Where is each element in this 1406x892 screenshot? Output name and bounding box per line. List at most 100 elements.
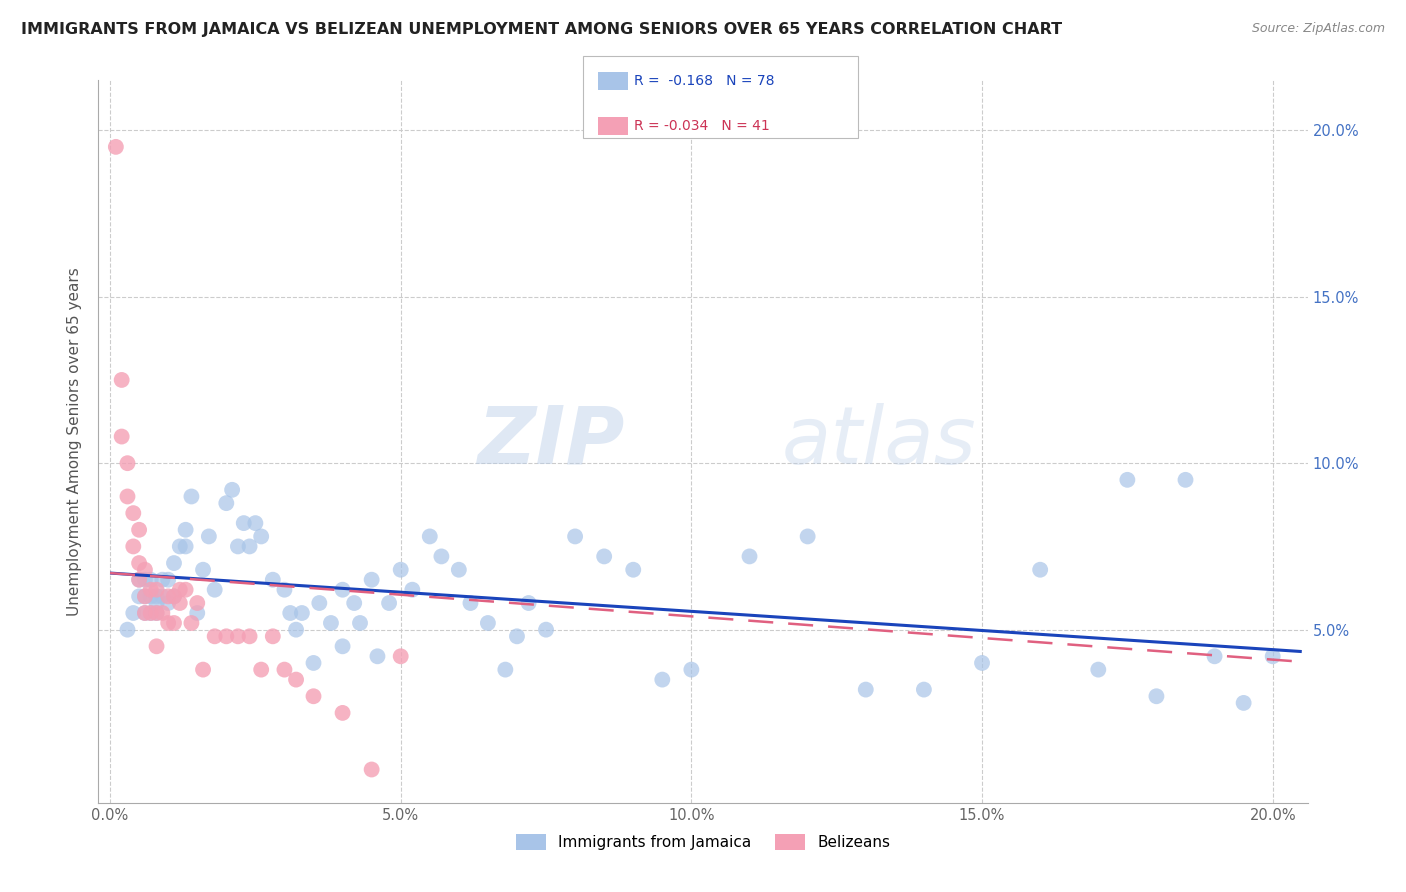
Point bbox=[163, 590, 186, 604]
Point bbox=[460, 596, 482, 610]
Point bbox=[349, 615, 371, 630]
Point bbox=[128, 556, 150, 570]
Point bbox=[221, 483, 243, 497]
Point bbox=[204, 582, 226, 597]
Point bbox=[1204, 649, 1226, 664]
Point bbox=[360, 763, 382, 777]
Point bbox=[191, 663, 214, 677]
Point bbox=[157, 590, 180, 604]
Point bbox=[145, 606, 167, 620]
Point bbox=[278, 606, 301, 620]
Point bbox=[111, 373, 134, 387]
Text: ZIP: ZIP bbox=[477, 402, 624, 481]
Point bbox=[186, 596, 208, 610]
Point bbox=[128, 573, 150, 587]
Point bbox=[360, 573, 382, 587]
Point bbox=[157, 596, 180, 610]
Point bbox=[134, 606, 156, 620]
Point bbox=[250, 529, 273, 543]
Point bbox=[215, 496, 238, 510]
Point bbox=[245, 516, 267, 530]
Point bbox=[134, 606, 156, 620]
Text: IMMIGRANTS FROM JAMAICA VS BELIZEAN UNEMPLOYMENT AMONG SENIORS OVER 65 YEARS COR: IMMIGRANTS FROM JAMAICA VS BELIZEAN UNEM… bbox=[21, 22, 1062, 37]
Point bbox=[163, 590, 186, 604]
Point bbox=[1144, 690, 1167, 704]
Point bbox=[145, 640, 167, 654]
Point bbox=[122, 540, 145, 554]
Point bbox=[157, 615, 180, 630]
Point bbox=[139, 606, 162, 620]
Point bbox=[593, 549, 616, 564]
Text: R =  -0.168   N = 78: R = -0.168 N = 78 bbox=[634, 74, 775, 88]
Point bbox=[564, 529, 586, 543]
Point bbox=[169, 596, 191, 610]
Point bbox=[1261, 649, 1284, 664]
Point bbox=[332, 582, 354, 597]
Text: R = -0.034   N = 41: R = -0.034 N = 41 bbox=[634, 119, 770, 133]
Point bbox=[302, 656, 325, 670]
Point bbox=[796, 529, 818, 543]
Point bbox=[534, 623, 557, 637]
Point bbox=[506, 629, 529, 643]
Point bbox=[215, 629, 238, 643]
Point bbox=[232, 516, 254, 530]
Point bbox=[319, 615, 342, 630]
Point bbox=[145, 590, 167, 604]
Point bbox=[226, 629, 249, 643]
Point bbox=[366, 649, 388, 664]
Point bbox=[419, 529, 441, 543]
Point bbox=[139, 590, 162, 604]
Point bbox=[332, 640, 354, 654]
Point bbox=[389, 649, 412, 664]
Point bbox=[494, 663, 516, 677]
Point bbox=[430, 549, 453, 564]
Point bbox=[191, 563, 214, 577]
Point bbox=[128, 523, 150, 537]
Text: Source: ZipAtlas.com: Source: ZipAtlas.com bbox=[1251, 22, 1385, 36]
Point bbox=[134, 563, 156, 577]
Point bbox=[169, 582, 191, 597]
Point bbox=[150, 590, 173, 604]
Point bbox=[239, 629, 262, 643]
Point bbox=[1029, 563, 1052, 577]
Point bbox=[117, 623, 139, 637]
Point bbox=[285, 673, 308, 687]
Point bbox=[855, 682, 877, 697]
Point bbox=[517, 596, 540, 610]
Point bbox=[145, 596, 167, 610]
Point bbox=[104, 140, 127, 154]
Point bbox=[204, 629, 226, 643]
Text: atlas: atlas bbox=[782, 402, 976, 481]
Point bbox=[174, 540, 197, 554]
Point bbox=[180, 490, 202, 504]
Point bbox=[239, 540, 262, 554]
Point bbox=[117, 456, 139, 470]
Point bbox=[150, 606, 173, 620]
Y-axis label: Unemployment Among Seniors over 65 years: Unemployment Among Seniors over 65 years bbox=[67, 268, 83, 615]
Point bbox=[139, 582, 162, 597]
Point bbox=[134, 573, 156, 587]
Point bbox=[343, 596, 366, 610]
Point bbox=[122, 606, 145, 620]
Point bbox=[174, 582, 197, 597]
Point bbox=[180, 615, 202, 630]
Point bbox=[389, 563, 412, 577]
Point bbox=[621, 563, 644, 577]
Point bbox=[157, 573, 180, 587]
Point bbox=[139, 573, 162, 587]
Point bbox=[122, 506, 145, 520]
Point bbox=[163, 615, 186, 630]
Point bbox=[145, 606, 167, 620]
Point bbox=[128, 573, 150, 587]
Point bbox=[163, 556, 186, 570]
Point bbox=[401, 582, 423, 597]
Point bbox=[970, 656, 993, 670]
Point bbox=[139, 606, 162, 620]
Point bbox=[332, 706, 354, 720]
Point bbox=[302, 690, 325, 704]
Point bbox=[128, 590, 150, 604]
Point bbox=[1174, 473, 1197, 487]
Point bbox=[291, 606, 314, 620]
Point bbox=[186, 606, 208, 620]
Point bbox=[1233, 696, 1256, 710]
